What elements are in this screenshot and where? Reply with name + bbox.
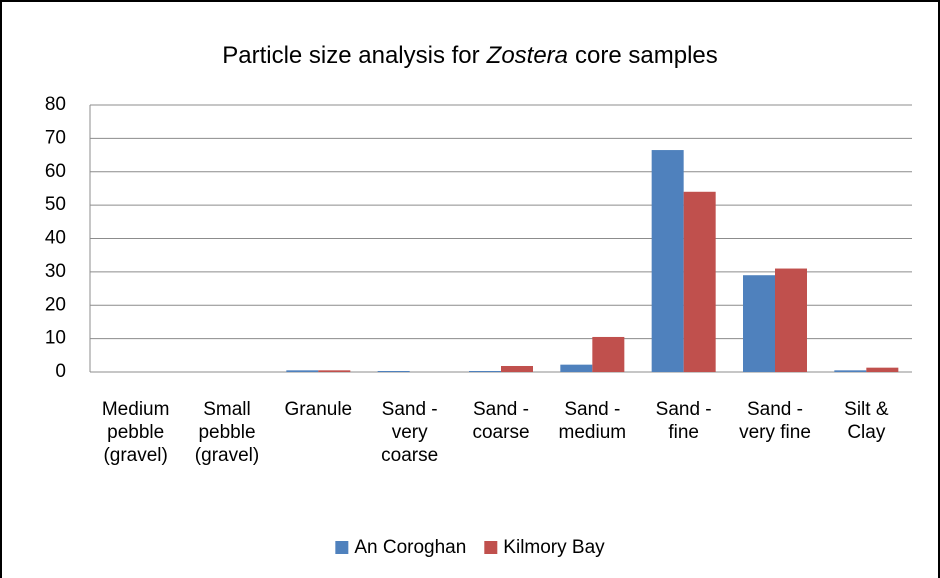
bar [592, 336, 625, 372]
legend-label: An Coroghan [354, 537, 466, 558]
x-tick-label: Granule [284, 399, 353, 420]
y-tick-label: 70 [45, 127, 66, 148]
legend-swatch [335, 541, 349, 554]
bar [377, 370, 410, 372]
bar [651, 150, 684, 372]
x-tick-label: Sand - fine [655, 399, 712, 443]
bar [318, 370, 351, 372]
x-tick-label: Sand - very coarse [381, 399, 439, 466]
y-tick-label: 40 [45, 228, 66, 249]
bar [775, 268, 807, 372]
x-tick-label: Sand - medium [558, 399, 627, 443]
bar [866, 367, 899, 372]
chart-title: Particle size analysis for Zostera core sa… [222, 42, 718, 69]
title-part: Particle size analysis for [222, 42, 479, 69]
bar [286, 370, 319, 372]
x-tick-label: Silt & Clay [844, 399, 889, 443]
bar [834, 370, 867, 372]
y-tick-label: 50 [45, 194, 66, 215]
bar [743, 275, 775, 372]
x-tick-label: Small pebble (gravel) [194, 399, 260, 466]
y-tick-label: 60 [45, 161, 66, 182]
y-tick-label: 80 [45, 94, 66, 115]
y-tick-label: 0 [55, 361, 66, 382]
legend-swatch [484, 541, 498, 554]
x-tick-label: Medium pebble (gravel) [101, 399, 170, 466]
x-tick-label: Sand - very fine [739, 399, 811, 443]
title-part: core samples [575, 42, 718, 69]
bar [501, 365, 533, 372]
y-tick-label: 20 [45, 294, 66, 315]
y-tick-label: 10 [45, 328, 66, 349]
legend-label: Kilmory Bay [503, 537, 605, 558]
bar [560, 364, 593, 372]
bar [683, 191, 716, 372]
bar [469, 370, 501, 372]
title-part: Zostera [486, 42, 568, 69]
x-tick-label: Sand - coarse [472, 399, 530, 443]
y-tick-label: 30 [45, 261, 66, 282]
